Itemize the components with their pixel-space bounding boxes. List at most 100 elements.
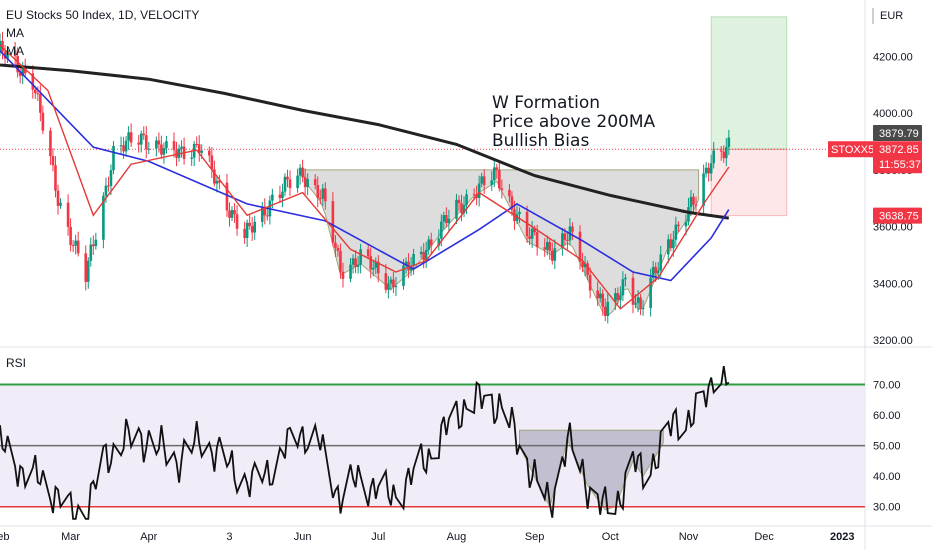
- chart-title[interactable]: EU Stocks 50 Index, 1D, VELOCITY: [6, 8, 200, 22]
- candle-body[interactable]: [465, 194, 468, 205]
- candle-body[interactable]: [649, 277, 652, 308]
- target-zone[interactable]: [710, 16, 788, 150]
- ma-20-line[interactable]: [0, 44, 730, 310]
- candle-body[interactable]: [248, 222, 251, 227]
- candle-body[interactable]: [371, 267, 375, 270]
- candle-body[interactable]: [689, 196, 693, 208]
- candle-body[interactable]: [288, 179, 292, 189]
- candle-body[interactable]: [424, 249, 428, 261]
- candle-body[interactable]: [127, 132, 130, 141]
- candle-body[interactable]: [31, 73, 35, 90]
- candle-body[interactable]: [656, 270, 660, 274]
- candle-body[interactable]: [553, 248, 557, 261]
- candle-body[interactable]: [86, 260, 90, 282]
- candle-body[interactable]: [253, 221, 257, 233]
- ma-200-line[interactable]: [0, 63, 730, 220]
- candle-body[interactable]: [208, 150, 211, 156]
- candle-body[interactable]: [704, 167, 708, 174]
- candle-body[interactable]: [550, 250, 554, 261]
- candle-body[interactable]: [457, 199, 461, 204]
- candle-body[interactable]: [354, 258, 357, 267]
- candle-body[interactable]: [586, 263, 589, 275]
- candle-body[interactable]: [596, 290, 599, 299]
- rsi-line[interactable]: [0, 365, 730, 520]
- candle-body[interactable]: [422, 251, 425, 261]
- candle-body[interactable]: [440, 221, 443, 239]
- candle-body[interactable]: [404, 261, 408, 266]
- candle-body[interactable]: [34, 89, 37, 94]
- candle-body[interactable]: [588, 274, 592, 291]
- candle-body[interactable]: [687, 207, 690, 222]
- candle-body[interactable]: [41, 112, 45, 131]
- candle-body[interactable]: [712, 150, 715, 164]
- candle-body[interactable]: [530, 228, 534, 239]
- candle-body[interactable]: [692, 196, 695, 205]
- candle-body[interactable]: [606, 301, 610, 316]
- candle-body[interactable]: [331, 201, 335, 243]
- candle-body[interactable]: [165, 141, 168, 149]
- candle-body[interactable]: [392, 279, 395, 288]
- candle-body[interactable]: [155, 140, 158, 149]
- candle-body[interactable]: [566, 239, 569, 241]
- candle-body[interactable]: [21, 67, 24, 76]
- candle-body[interactable]: [535, 232, 539, 248]
- candle-body[interactable]: [727, 137, 731, 148]
- candle-body[interactable]: [235, 214, 239, 229]
- candle-body[interactable]: [636, 297, 640, 304]
- candle-body[interactable]: [616, 293, 620, 300]
- candle-body[interactable]: [674, 224, 678, 240]
- candle-body[interactable]: [139, 133, 143, 145]
- candle-body[interactable]: [545, 242, 549, 250]
- candle-body[interactable]: [356, 264, 360, 267]
- candle-body[interactable]: [195, 143, 199, 145]
- candle-body[interactable]: [89, 244, 93, 261]
- candle-body[interactable]: [339, 250, 342, 272]
- candle-body[interactable]: [707, 167, 710, 174]
- stop-zone[interactable]: [710, 148, 788, 217]
- candle-body[interactable]: [281, 191, 284, 199]
- candle-body[interactable]: [669, 239, 673, 249]
- candle-body[interactable]: [394, 286, 398, 288]
- candle-body[interactable]: [341, 271, 345, 279]
- candle-body[interactable]: [719, 150, 723, 152]
- indicator-label-ma-1[interactable]: MA: [6, 26, 24, 40]
- candle-body[interactable]: [672, 239, 675, 249]
- candle-body[interactable]: [709, 163, 713, 174]
- candle-body[interactable]: [243, 228, 246, 239]
- candle-body[interactable]: [144, 135, 148, 150]
- candle-body[interactable]: [518, 211, 521, 215]
- candle-body[interactable]: [225, 182, 229, 211]
- candle-body[interactable]: [351, 258, 355, 265]
- candle-body[interactable]: [56, 190, 60, 206]
- stop-price-tag[interactable]: 3638.75: [873, 207, 922, 224]
- candle-body[interactable]: [260, 206, 264, 222]
- candle-body[interactable]: [498, 170, 501, 189]
- candle-body[interactable]: [102, 195, 105, 240]
- candle-body[interactable]: [59, 202, 62, 206]
- candle-body[interactable]: [278, 194, 282, 199]
- candle-body[interactable]: [349, 264, 352, 279]
- rsi-label[interactable]: RSI: [6, 356, 27, 370]
- candle-body[interactable]: [129, 132, 133, 143]
- candle-body[interactable]: [654, 266, 657, 274]
- candle-body[interactable]: [306, 179, 309, 188]
- candle-body[interactable]: [230, 210, 234, 218]
- candle-body[interactable]: [455, 199, 458, 219]
- candle-body[interactable]: [215, 180, 219, 184]
- candle-body[interactable]: [477, 183, 481, 199]
- candle-body[interactable]: [480, 176, 483, 184]
- candle-body[interactable]: [94, 239, 98, 247]
- candle-body[interactable]: [666, 239, 670, 255]
- candle-body[interactable]: [482, 176, 486, 186]
- candle-body[interactable]: [112, 145, 115, 171]
- candle-body[interactable]: [366, 249, 370, 257]
- candle-body[interactable]: [598, 293, 602, 299]
- candle-body[interactable]: [213, 169, 216, 184]
- candle-body[interactable]: [263, 206, 267, 216]
- candle-body[interactable]: [104, 185, 108, 196]
- candle-body[interactable]: [16, 56, 19, 73]
- candle-body[interactable]: [419, 251, 423, 254]
- candle-body[interactable]: [510, 196, 514, 210]
- candle-body[interactable]: [54, 165, 57, 191]
